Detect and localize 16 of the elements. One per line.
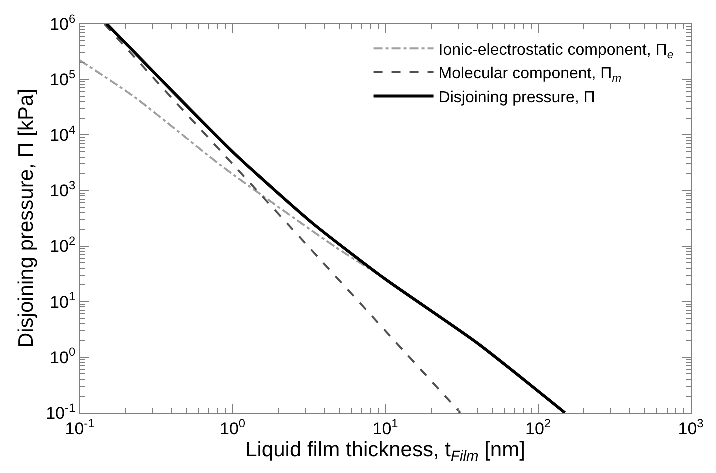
y-axis-title: Disjoining pressure, Π [kPa] (15, 88, 38, 348)
y-tick-label: 10$^{3}$ (50, 178, 76, 201)
y-tick-label: 10$^{5}$ (50, 67, 76, 90)
legend-label: Molecular component, Π$_{m}$ (438, 66, 622, 86)
x-tick-label: 10$^{3}$ (678, 416, 704, 438)
y-tick-label: 10$^{6}$ (50, 12, 76, 34)
legend-label: Ionic-electrostatic component, Π$_{e}$ (438, 42, 674, 62)
y-tick-label: 10$^{2}$ (50, 234, 76, 256)
legend-label: Disjoining pressure, Π (438, 90, 596, 107)
x-axis-title: Liquid film thickness, t$_{Film}$ [nm] (246, 438, 526, 466)
y-tick-label: 10$^{1}$ (50, 290, 76, 312)
y-tick-label: 10$^{0}$ (50, 345, 76, 368)
x-tick-label: 10$^{1}$ (372, 416, 399, 438)
x-tick-label: 10$^{2}$ (525, 416, 552, 438)
y-tick-label: 10$^{4}$ (50, 122, 76, 146)
x-tick-label: 10$^{0}$ (220, 416, 246, 438)
